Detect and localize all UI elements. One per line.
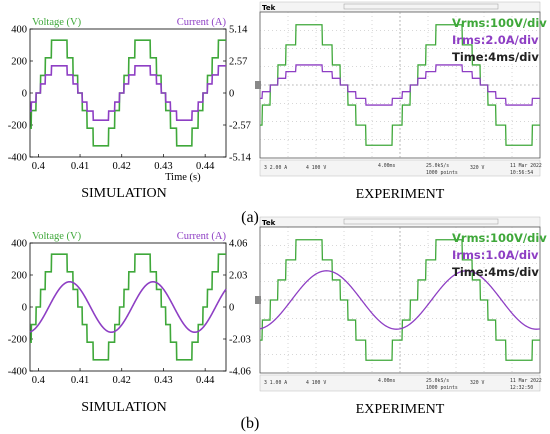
current-trace <box>30 65 226 121</box>
y-tick-label-right: 4.06 <box>229 239 247 250</box>
scope-record-bar <box>343 218 499 225</box>
scope-ground-marker <box>255 296 261 304</box>
scope-footer-text: 10:56:54 <box>510 170 533 176</box>
scope-footer-text: 4.00ms <box>378 378 395 384</box>
scope-footer-text: 4.00ms <box>378 163 395 169</box>
x-tick-label: 0.42 <box>113 375 131 386</box>
y-tick-label-left: -400 <box>8 367 27 378</box>
x-tick-label: 0.44 <box>196 161 215 172</box>
y-tick-label-left: 0 <box>22 89 27 100</box>
y-tick-label-left: 200 <box>11 271 27 282</box>
scope-annotation: Time:4ms/div <box>452 50 539 64</box>
y-tick-label-right: 2.03 <box>229 271 247 282</box>
scope-footer-text: 12:32:50 <box>510 385 533 391</box>
plot-frame <box>29 242 227 372</box>
scope-footer-text: 4 100 V <box>306 165 326 171</box>
x-axis-label: Time (s) <box>165 172 201 183</box>
scope-voltage-trace <box>260 24 540 146</box>
scope-annotation: Vrms:100V/div <box>452 231 547 245</box>
scope-footer-text: 25.0kS/s <box>426 163 449 169</box>
panel-caption: SIMULATION <box>81 186 167 201</box>
scope-footer-text: 11 Mar 2022 <box>510 378 542 384</box>
scope-chart: Tek Vrms:100V/div Irms:2.0A/div Time:4ms/di… <box>255 1 547 202</box>
voltage-trace <box>30 39 226 147</box>
x-tick-label: 0.43 <box>154 161 172 172</box>
scope-footer-text: 25.0kS/s <box>426 378 449 384</box>
simulation-chart: -400 -5.14 -200 -2.57 0 0 200 2.57 400 5.14 0.4 0.4… <box>8 17 252 201</box>
scope-footer-text: 3 1.00 A <box>264 380 287 386</box>
panel-label-b: (b) <box>241 415 260 432</box>
scope-annotation: Irms:2.0A/div <box>452 33 539 47</box>
y-tick-label-left: 400 <box>11 239 27 250</box>
y-tick-label-right: -5.14 <box>229 153 252 164</box>
y-tick-label-right: 0 <box>229 89 234 100</box>
scope-brand: Tek <box>262 219 276 227</box>
scope-record-bar <box>343 3 499 10</box>
y-tick-label-left: -200 <box>8 335 27 346</box>
panel-label-a: (a) <box>241 209 259 226</box>
y-tick-label-right: 0 <box>229 303 234 314</box>
scope-chart: Tek Vrms:100V/div Irms:1.0A/div Time:4ms/di… <box>255 216 547 417</box>
y-tick-label-left: 200 <box>11 57 27 68</box>
x-tick-label: 0.4 <box>32 375 46 386</box>
series-name-current: Current (A) <box>177 231 227 242</box>
voltage-trace <box>30 253 226 361</box>
series-name-voltage: Voltage (V) <box>32 231 82 242</box>
scope-ground-marker <box>255 81 261 89</box>
panel-caption: EXPERIMENT <box>356 187 445 202</box>
scope-footer-text: 11 Mar 2022 <box>510 163 542 169</box>
scope-annotation: Irms:1.0A/div <box>452 248 539 262</box>
scope-voltage-trace <box>260 239 540 361</box>
scope-footer-text: 1000 points <box>426 385 458 391</box>
x-tick-label: 0.43 <box>154 375 172 386</box>
simulation-chart: -400 -4.06 -200 -2.03 0 0 200 2.03 400 4.06 0.4 0.4… <box>8 231 251 415</box>
scope-footer-text: 1000 points <box>426 170 458 176</box>
panel-caption: EXPERIMENT <box>356 402 445 417</box>
y-tick-label-left: 400 <box>11 25 27 36</box>
x-tick-label: 0.41 <box>71 161 89 172</box>
scope-current-trace <box>259 270 541 330</box>
y-tick-label-right: 5.14 <box>229 25 248 36</box>
y-tick-label-left: -200 <box>8 121 27 132</box>
x-tick-label: 0.42 <box>113 161 131 172</box>
scope-footer-text: 3 2.00 A <box>264 165 287 171</box>
scope-brand: Tek <box>262 4 276 12</box>
scope-footer-bar <box>259 374 541 392</box>
panel-caption: SIMULATION <box>81 400 167 415</box>
scope-footer-text: 320 V <box>470 165 485 171</box>
series-name-current: Current (A) <box>177 17 227 28</box>
y-tick-label-left: 0 <box>22 303 27 314</box>
y-tick-label-right: -2.57 <box>229 121 251 132</box>
scope-footer-text: 320 V <box>470 380 485 386</box>
scope-footer-bar <box>259 159 541 177</box>
x-tick-label: 0.4 <box>32 161 46 172</box>
scope-annotation: Vrms:100V/div <box>452 16 547 30</box>
plot-frame <box>29 28 227 158</box>
y-tick-label-right: -4.06 <box>229 367 251 378</box>
x-tick-label: 0.44 <box>196 375 215 386</box>
y-tick-label-right: 2.57 <box>229 57 247 68</box>
current-trace <box>29 280 227 334</box>
scope-current-trace <box>260 64 540 106</box>
x-tick-label: 0.41 <box>71 375 89 386</box>
series-name-voltage: Voltage (V) <box>32 17 82 28</box>
y-tick-label-left: -400 <box>8 153 27 164</box>
y-tick-label-right: -2.03 <box>229 335 251 346</box>
scope-annotation: Time:4ms/div <box>452 265 539 279</box>
scope-footer-text: 4 100 V <box>306 380 326 386</box>
